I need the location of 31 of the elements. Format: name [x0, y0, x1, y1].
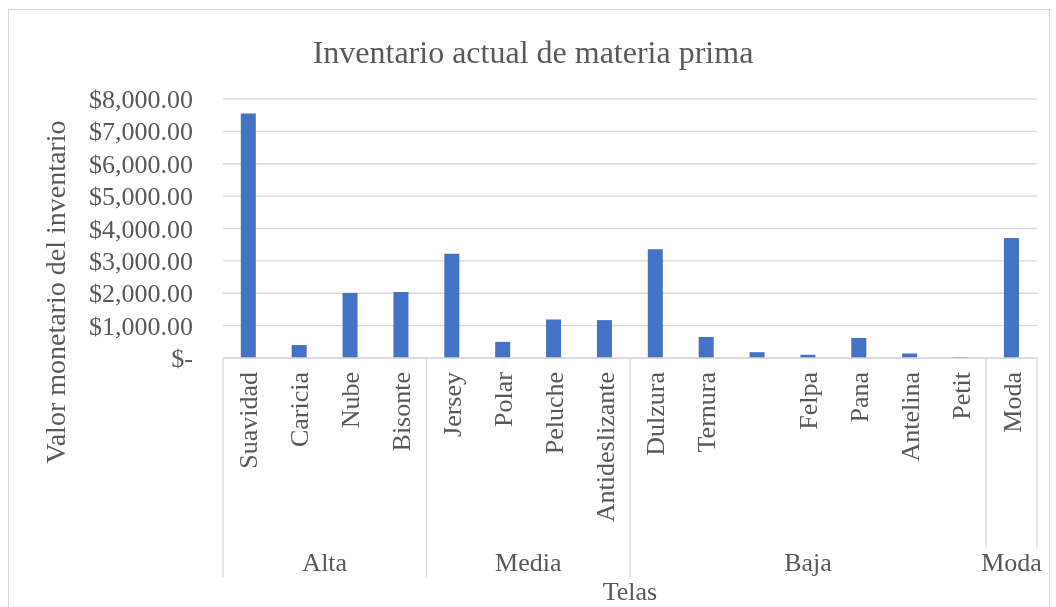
y-tick-label: $2,000.00: [89, 278, 193, 308]
x-tick-label: Moda: [997, 371, 1027, 433]
y-tick-label: $-: [171, 343, 193, 373]
y-tick-label: $5,000.00: [89, 181, 193, 211]
chart-title: Inventario actual de materia prima: [312, 34, 754, 70]
x-tick-label: Polar: [488, 371, 518, 427]
text: Moda: [981, 548, 1043, 577]
text: Baja: [784, 548, 833, 577]
x-tick-label: Peluche: [539, 372, 569, 455]
x-tick-label: Bisonte: [386, 372, 416, 452]
y-tick-label: $8,000.00: [89, 84, 193, 114]
x-tick-label: Pana: [844, 371, 874, 423]
x-tick-label: Antelina: [895, 371, 925, 462]
x-tick-label: Felpa: [793, 371, 823, 430]
y-tick-label: $7,000.00: [89, 116, 193, 146]
x-tick-label: Antideslizante: [590, 372, 620, 523]
text: Alta: [302, 548, 348, 577]
x-axis-title: Telas: [602, 577, 658, 606]
x-tick-label: Petit: [946, 371, 976, 420]
x-tick-label: Nube: [335, 372, 365, 429]
y-tick-label: $1,000.00: [89, 311, 193, 341]
x-tick-label: Ternura: [691, 371, 721, 453]
y-tick-label: $6,000.00: [89, 149, 193, 179]
y-tick-label: $4,000.00: [89, 214, 193, 243]
x-tick-label: Jersey: [437, 372, 467, 437]
y-axis-title: Valor monetario del inventario: [39, 120, 71, 464]
x-tick-label: Suavidad: [233, 372, 263, 469]
y-tick-label: $3,000.00: [89, 246, 193, 276]
x-tick-label: Caricia: [284, 371, 314, 448]
text: Media: [495, 548, 562, 577]
x-tick-label: Dulzura: [640, 371, 670, 456]
